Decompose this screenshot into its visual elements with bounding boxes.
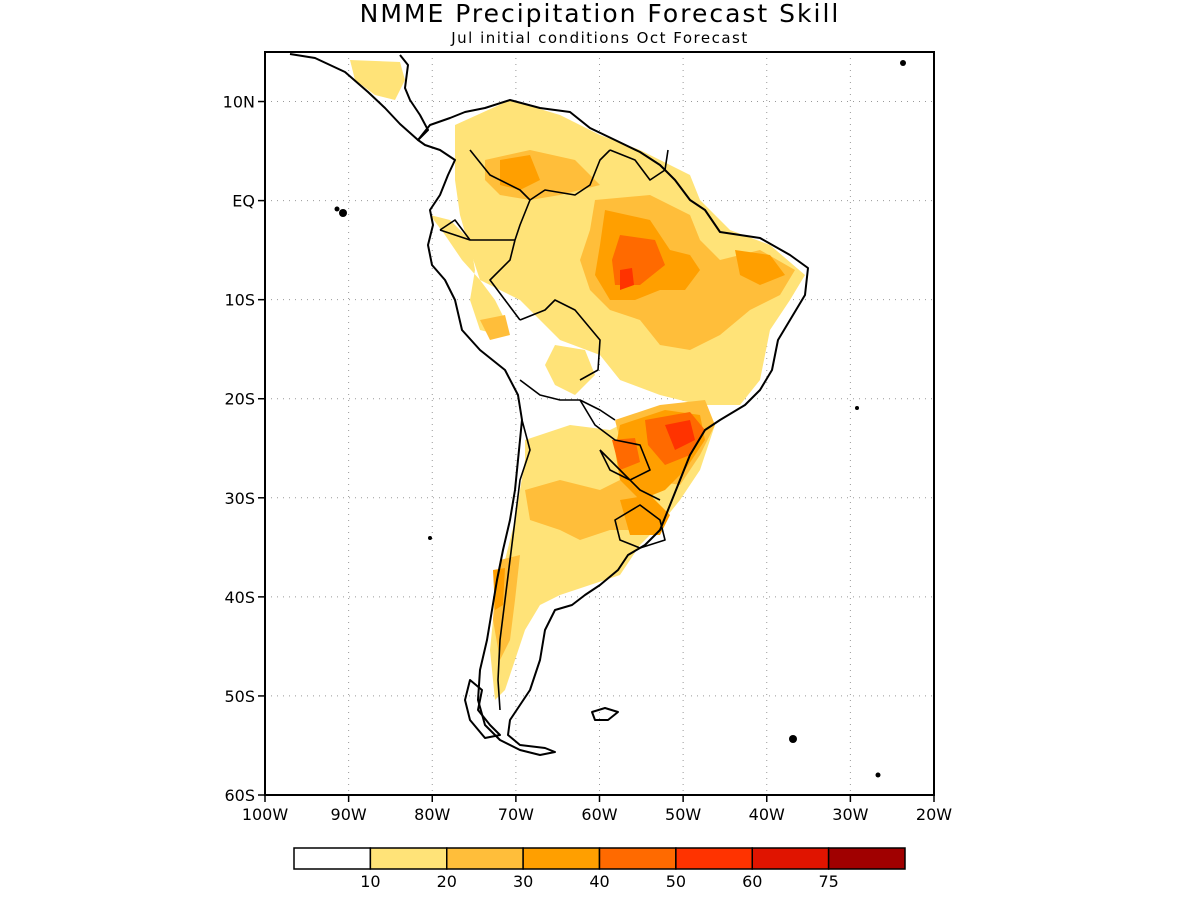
border-chile-argentina [497,419,531,711]
colorbar-label: 75 [818,872,838,891]
falklands [591,707,619,721]
colorbar-label: 50 [666,872,686,891]
colorbar-label: 40 [589,872,609,891]
colorbar-swatch [827,847,906,870]
x-tick-label: 30W [832,805,868,824]
border-colombia-venezuela [469,149,531,241]
border-guianas [609,149,669,181]
island-sandwich [875,772,881,778]
y-tick-label: EQ [232,192,255,211]
colorbar-swatch [675,847,753,870]
skill-shading [350,60,805,700]
skill-patch-uruguay [620,495,670,535]
x-tick-label: 40W [749,805,785,824]
colorbar-label: 30 [513,872,533,891]
skill-patch-west-amazon [480,315,510,340]
island-galapagos-2 [334,206,340,212]
skill-patch-venezuela [500,155,540,190]
skill-patch-amazon-max [620,268,634,290]
border-ecuador [439,219,471,241]
x-tick-label: 60W [581,805,617,824]
skill-patch-central [545,345,595,395]
y-tick-label: 30S [224,489,255,508]
x-tick-label: 20W [916,805,952,824]
colorbar: 10 20 30 40 50 60 75 [293,847,906,891]
colorbar-swatch [751,847,830,870]
colorbar-swatch [598,847,677,870]
y-tick-label: 40S [224,588,255,607]
colorbar-label: 10 [360,872,380,891]
colorbar-label: 60 [742,872,762,891]
islands [334,60,906,778]
skill-patch-northeast [735,250,785,285]
y-tick-label: 10S [224,291,255,310]
y-tick-label: 50S [224,687,255,706]
x-tick-label: 70W [498,805,534,824]
island-trindade [855,406,859,410]
skill-patch-chile [493,568,505,610]
colorbar-swatch [446,847,524,870]
patagonia-islands [464,679,501,739]
map-subtitle: Jul initial conditions Oct Forecast [451,29,749,47]
border-peru-bolivia [519,299,601,381]
border-bolivia-south [519,379,616,421]
island-galapagos [339,209,347,217]
coastlines [289,53,809,756]
border-uruguay [614,504,666,549]
border-paraguay [579,399,651,481]
skill-patch-caribbean [350,60,405,100]
island-south-georgia [789,735,797,743]
border-amazon-north [439,229,515,241]
x-tick-label: 90W [331,805,367,824]
x-tick-label: 100W [242,805,289,824]
colorbar-swatch [522,847,601,870]
country-borders [439,149,669,711]
x-tick-label: 80W [414,805,450,824]
skill-patch-andes [430,215,505,335]
x-tick-label: 50W [665,805,701,824]
y-tick-label: 60S [224,786,255,805]
border-argentina-brazil [599,449,661,501]
skill-patch-paraguay [612,438,640,470]
skill-patch-pampas [525,480,655,540]
colorbar-swatch [369,847,448,870]
colorbar-swatch [293,847,372,870]
colorbar-label: 20 [437,872,457,891]
south-america-coast [417,99,809,756]
y-tick-label: 10N [223,93,255,112]
island-juan-fernandez [428,536,432,540]
border-peru-brazil [489,239,521,321]
skill-patch-parana-peak [665,420,695,450]
map-content [289,53,906,778]
map-title: NMME Precipitation Forecast Skill [359,0,841,28]
y-tick-label: 20S [224,390,255,409]
border-venezuela-brazil [529,149,611,201]
island-cape-verde [900,60,906,66]
